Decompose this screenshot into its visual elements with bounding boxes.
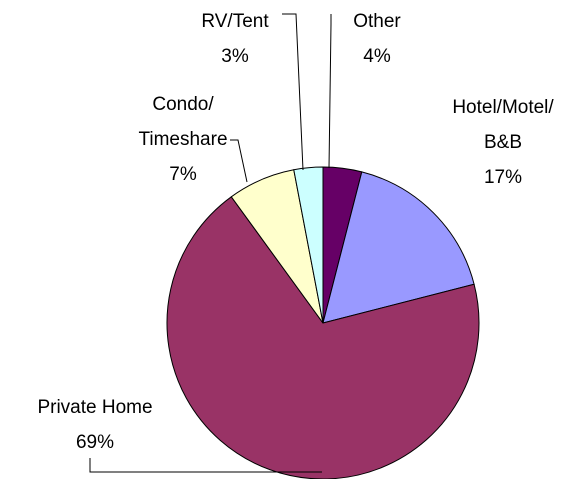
value-label: 3% [221, 46, 249, 67]
slice-label: Hotel/Motel/ [452, 97, 554, 118]
slice-label: Other [353, 11, 401, 32]
slice-label: Condo/ [152, 94, 214, 115]
slice-label: RV/Tent [201, 11, 269, 32]
leader-line [89, 458, 322, 473]
leader-line [230, 139, 248, 183]
pie-slice [166, 196, 480, 479]
leader-line [282, 13, 304, 171]
value-label: 7% [169, 164, 197, 185]
value-label: 17% [484, 167, 522, 188]
leader-line [328, 14, 332, 169]
value-label: 69% [76, 432, 114, 453]
slice-label: Timeshare [138, 129, 227, 150]
pie-slice [293, 166, 324, 324]
pie-slice [322, 171, 475, 324]
value-label: 4% [363, 46, 391, 67]
slice-label: Private Home [37, 397, 152, 418]
slice-label: B&B [484, 132, 522, 153]
